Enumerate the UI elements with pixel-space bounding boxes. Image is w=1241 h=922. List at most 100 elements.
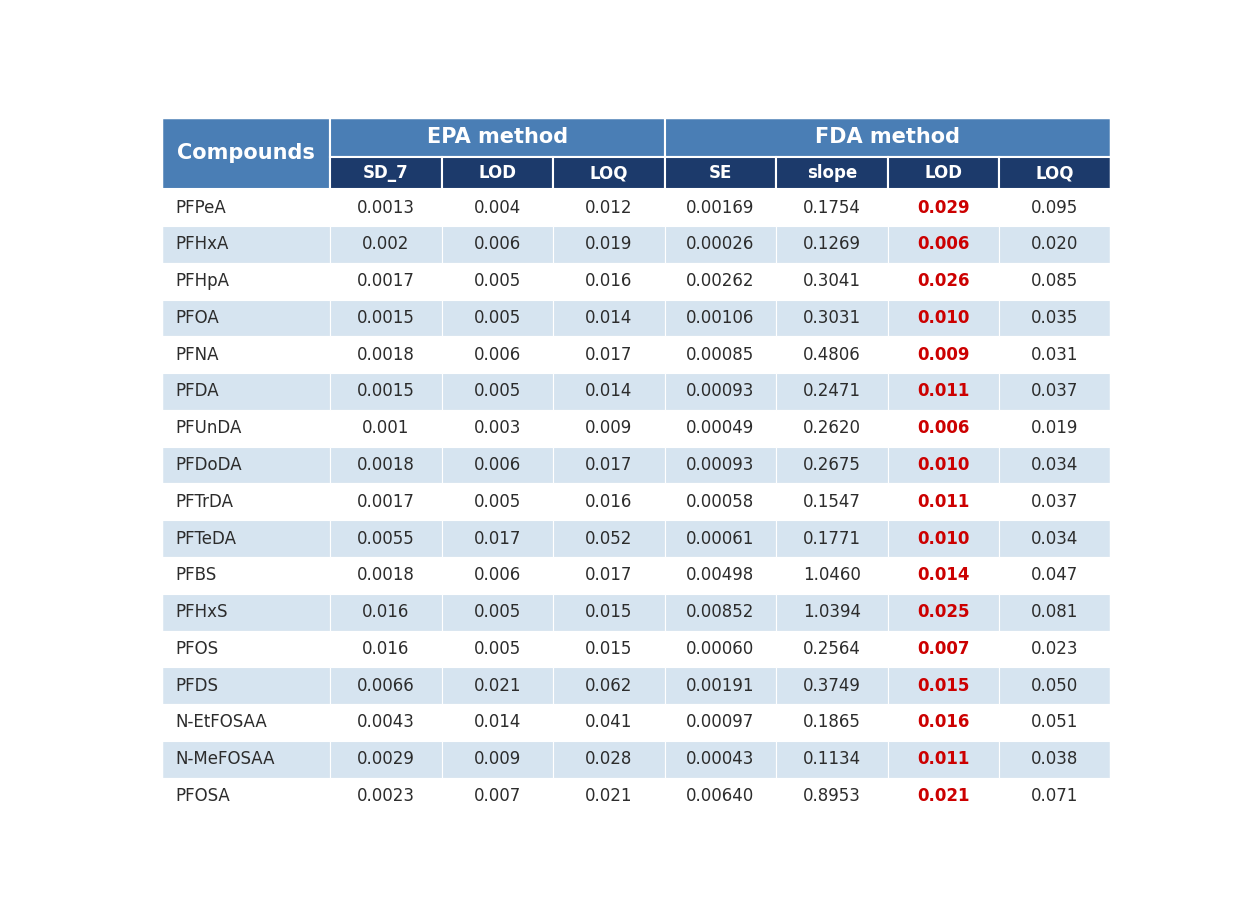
Bar bbox=[330, 483, 442, 520]
Bar bbox=[776, 668, 887, 704]
Text: 0.002: 0.002 bbox=[362, 235, 410, 254]
Text: 0.1771: 0.1771 bbox=[803, 529, 861, 548]
Bar bbox=[776, 263, 887, 300]
Text: LOQ: LOQ bbox=[1036, 164, 1075, 182]
Text: 0.009: 0.009 bbox=[474, 751, 521, 768]
Bar bbox=[776, 373, 887, 410]
Text: 0.014: 0.014 bbox=[586, 309, 633, 327]
Bar bbox=[999, 668, 1111, 704]
Bar bbox=[553, 226, 665, 263]
Text: LOD: LOD bbox=[925, 164, 963, 182]
Text: 0.029: 0.029 bbox=[917, 198, 969, 217]
Text: 0.062: 0.062 bbox=[586, 677, 633, 694]
Text: 0.011: 0.011 bbox=[917, 383, 969, 400]
Text: 0.017: 0.017 bbox=[586, 346, 633, 363]
Text: 0.021: 0.021 bbox=[474, 677, 521, 694]
Bar bbox=[999, 631, 1111, 668]
Bar bbox=[442, 520, 553, 557]
Text: 0.2675: 0.2675 bbox=[803, 456, 861, 474]
Bar bbox=[887, 226, 999, 263]
Bar bbox=[330, 263, 442, 300]
Bar bbox=[553, 410, 665, 446]
Bar bbox=[887, 263, 999, 300]
Text: 0.0017: 0.0017 bbox=[357, 492, 414, 511]
Text: 0.00058: 0.00058 bbox=[686, 492, 755, 511]
Bar bbox=[999, 594, 1111, 631]
Text: EPA method: EPA method bbox=[427, 127, 568, 147]
Bar bbox=[330, 157, 442, 189]
Bar bbox=[553, 777, 665, 814]
Text: 0.016: 0.016 bbox=[917, 714, 969, 731]
Text: 0.1134: 0.1134 bbox=[803, 751, 861, 768]
Text: 0.00060: 0.00060 bbox=[686, 640, 755, 658]
Bar bbox=[553, 704, 665, 741]
Bar bbox=[161, 226, 330, 263]
Text: 0.004: 0.004 bbox=[474, 198, 521, 217]
Text: Compounds: Compounds bbox=[177, 143, 315, 163]
Bar bbox=[665, 741, 776, 777]
Text: 0.00026: 0.00026 bbox=[686, 235, 755, 254]
Bar bbox=[887, 483, 999, 520]
Bar bbox=[330, 631, 442, 668]
Bar bbox=[665, 117, 1111, 157]
Text: 0.015: 0.015 bbox=[586, 603, 633, 621]
Bar bbox=[330, 520, 442, 557]
Text: FDA method: FDA method bbox=[815, 127, 961, 147]
Bar bbox=[887, 410, 999, 446]
Text: 0.00093: 0.00093 bbox=[686, 383, 755, 400]
Text: PFTrDA: PFTrDA bbox=[175, 492, 233, 511]
Bar bbox=[330, 704, 442, 741]
Bar bbox=[776, 520, 887, 557]
Bar bbox=[776, 410, 887, 446]
Text: 0.095: 0.095 bbox=[1031, 198, 1078, 217]
Text: 1.0394: 1.0394 bbox=[803, 603, 861, 621]
Text: 0.007: 0.007 bbox=[917, 640, 969, 658]
Bar bbox=[665, 263, 776, 300]
Bar bbox=[665, 520, 776, 557]
Text: 0.1547: 0.1547 bbox=[803, 492, 861, 511]
Bar bbox=[330, 189, 442, 226]
Bar bbox=[999, 777, 1111, 814]
Text: 0.016: 0.016 bbox=[586, 492, 633, 511]
Bar bbox=[665, 704, 776, 741]
Text: 0.009: 0.009 bbox=[917, 346, 969, 363]
Bar bbox=[665, 410, 776, 446]
Bar bbox=[776, 631, 887, 668]
Text: PFOSA: PFOSA bbox=[175, 787, 230, 805]
Text: 0.0029: 0.0029 bbox=[357, 751, 414, 768]
Text: PFHxS: PFHxS bbox=[175, 603, 228, 621]
Bar bbox=[442, 668, 553, 704]
Bar bbox=[553, 189, 665, 226]
Bar bbox=[161, 557, 330, 594]
Bar bbox=[776, 483, 887, 520]
Text: 0.00043: 0.00043 bbox=[686, 751, 755, 768]
Bar bbox=[776, 557, 887, 594]
Text: 0.009: 0.009 bbox=[586, 420, 633, 437]
Text: 0.037: 0.037 bbox=[1031, 492, 1078, 511]
Text: 0.007: 0.007 bbox=[474, 787, 521, 805]
Bar bbox=[776, 446, 887, 483]
Bar bbox=[887, 631, 999, 668]
Bar bbox=[887, 668, 999, 704]
Bar bbox=[887, 189, 999, 226]
Bar bbox=[776, 226, 887, 263]
Text: 0.014: 0.014 bbox=[917, 566, 969, 585]
Bar bbox=[442, 226, 553, 263]
Text: 0.071: 0.071 bbox=[1031, 787, 1078, 805]
Text: 0.021: 0.021 bbox=[586, 787, 633, 805]
Text: 0.010: 0.010 bbox=[917, 309, 969, 327]
Bar bbox=[665, 446, 776, 483]
Text: PFDA: PFDA bbox=[175, 383, 218, 400]
Bar bbox=[161, 741, 330, 777]
Text: 0.006: 0.006 bbox=[917, 235, 969, 254]
Bar bbox=[887, 337, 999, 373]
Bar bbox=[553, 631, 665, 668]
Text: 1.0460: 1.0460 bbox=[803, 566, 861, 585]
Text: N-EtFOSAA: N-EtFOSAA bbox=[175, 714, 267, 731]
Text: PFHxA: PFHxA bbox=[175, 235, 228, 254]
Bar bbox=[161, 410, 330, 446]
Bar bbox=[665, 337, 776, 373]
Text: 0.017: 0.017 bbox=[586, 566, 633, 585]
Text: 0.0023: 0.0023 bbox=[357, 787, 414, 805]
Text: 0.0018: 0.0018 bbox=[357, 346, 414, 363]
